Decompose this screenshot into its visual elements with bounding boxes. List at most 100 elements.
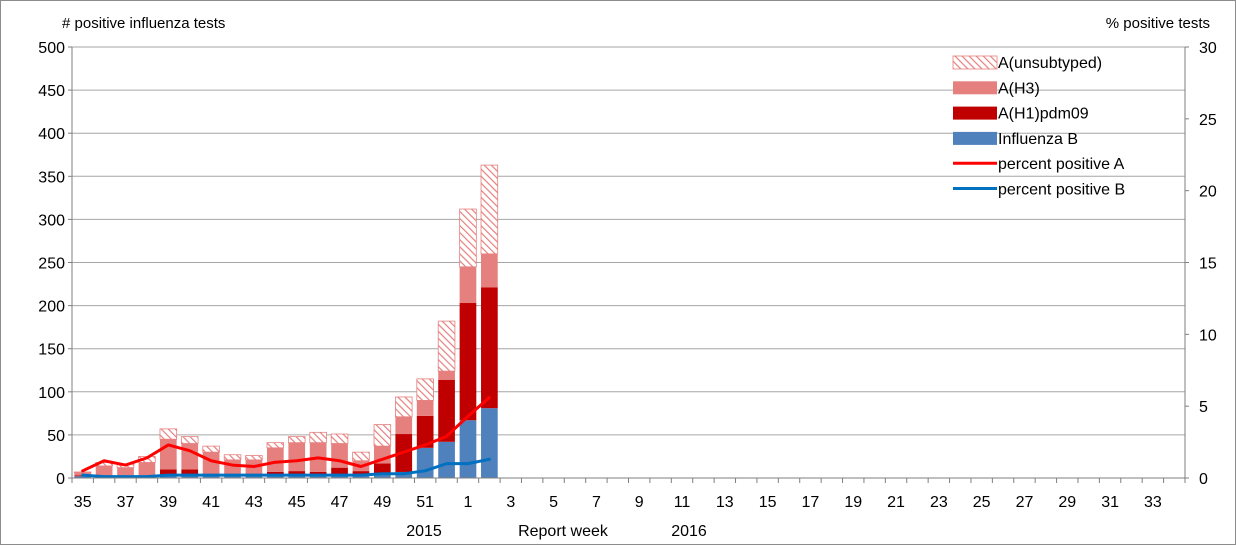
y-right-tick-label: 30 [1199, 40, 1217, 57]
bar-a-unsubtyped [330, 433, 349, 444]
y-left-tick-label: 50 [47, 428, 65, 445]
legend-label: A(H3) [998, 80, 1040, 97]
x-tick-label: 17 [802, 494, 820, 511]
bar-a-unsubtyped [459, 208, 477, 268]
bar-a-unsubtyped [309, 431, 327, 444]
x-tick-label: 5 [549, 494, 558, 511]
bar-influenza-b [288, 475, 306, 478]
bar-a-h1-pdm09 [438, 379, 455, 442]
bar-a-h3 [181, 443, 199, 470]
bar-a-h1-pdm09 [416, 415, 434, 448]
bar-influenza-b [159, 475, 177, 478]
x-tick-label: 51 [416, 494, 434, 511]
x-tick-label: 7 [592, 494, 601, 511]
y-right-tick-label: 10 [1199, 327, 1217, 344]
bar-influenza-b [481, 408, 498, 478]
bar-a-h1-pdm09 [481, 287, 498, 409]
left-axis-title: # positive influenza tests [62, 15, 225, 32]
x-tick-label: 47 [331, 494, 349, 511]
bar-influenza-b [224, 475, 241, 478]
bar-a-unsubtyped [416, 378, 434, 401]
x-axis-title: Report week [518, 523, 609, 540]
bar-a-unsubtyped [437, 320, 456, 372]
y-left-tick-label: 450 [38, 83, 65, 100]
bar-influenza-b [181, 475, 199, 478]
bar-a-unsubtyped [352, 451, 370, 462]
x-tick-label: 19 [844, 494, 862, 511]
bar-a-unsubtyped [373, 424, 392, 447]
bar-a-h1-pdm09 [459, 303, 477, 421]
bar-a-h3 [95, 465, 113, 477]
bar-influenza-b [416, 447, 434, 478]
bar-influenza-b [74, 476, 92, 478]
y-right-tick-label: 15 [1199, 256, 1217, 273]
bar-a-unsubtyped [395, 396, 413, 418]
bar-a-unsubtyped [266, 442, 285, 449]
x-tick-label: 49 [373, 494, 391, 511]
bar-a-h3 [266, 447, 284, 472]
x-tick-label: 41 [202, 494, 220, 511]
x-tick-label: 29 [1058, 494, 1076, 511]
bar-a-h1-pdm09 [374, 463, 391, 474]
x-tick-label: 11 [674, 494, 691, 511]
legend-label: percent positive B [998, 182, 1125, 199]
x-tick-label: 43 [245, 494, 263, 511]
bar-a-unsubtyped [245, 455, 263, 461]
y-left-tick-label: 500 [38, 40, 65, 57]
year-label-2015: 2015 [406, 523, 442, 540]
bar-a-unsubtyped [480, 164, 499, 255]
bar-a-h3 [416, 400, 434, 416]
x-tick-label: 1 [464, 494, 473, 511]
y-left-tick-label: 200 [38, 299, 65, 316]
bar-a-h3 [288, 442, 306, 472]
bar-influenza-b [438, 441, 455, 478]
x-tick-label: 13 [716, 494, 734, 511]
bar-a-unsubtyped [202, 445, 220, 453]
bar-a-h3 [459, 266, 477, 304]
bar-a-h1-pdm09 [331, 467, 348, 476]
year-label-2016: 2016 [671, 523, 707, 540]
y-right-tick-label: 25 [1199, 112, 1217, 129]
x-tick-label: 39 [159, 494, 177, 511]
bar-a-h3 [438, 371, 455, 380]
legend-label: Influenza B [998, 131, 1078, 148]
x-tick-label: 9 [635, 494, 644, 511]
x-tick-label: 45 [288, 494, 306, 511]
x-tick-label: 33 [1144, 494, 1162, 511]
x-tick-label: 21 [887, 494, 905, 511]
y-left-tick-label: 300 [38, 212, 65, 229]
y-right-tick-label: 5 [1199, 399, 1208, 416]
bar-a-h1-pdm09 [159, 469, 177, 476]
line-percent-positive-b [81, 457, 491, 479]
y-left-tick-label: 0 [56, 471, 65, 488]
right-axis-title: % positive tests [1106, 15, 1210, 32]
x-tick-label: 31 [1101, 494, 1119, 511]
x-tick-label: 3 [506, 494, 515, 511]
y-right-tick-label: 0 [1199, 471, 1208, 488]
bar-a-h3 [395, 416, 413, 435]
x-tick-label: 23 [930, 494, 948, 511]
bar-a-h3 [331, 443, 348, 468]
bar-a-h1-pdm09 [181, 469, 199, 476]
x-tick-label: 35 [74, 494, 92, 511]
legend-swatch [953, 81, 997, 95]
y-left-tick-label: 250 [38, 256, 65, 273]
bar-influenza-b [202, 476, 220, 478]
y-left-tick-label: 400 [38, 126, 65, 143]
x-tick-label: 15 [759, 494, 777, 511]
legend: A(unsubtyped) A(H3) A(H1)pdm09 Influenza B p… [952, 55, 1125, 199]
x-tick-label: 25 [973, 494, 991, 511]
bar-a-h3 [117, 467, 134, 476]
x-tick-label: 37 [117, 494, 135, 511]
legend-label: percent positive A [998, 156, 1125, 173]
line-percent-positive-a [81, 396, 491, 473]
legend-label: A(unsubtyped) [998, 55, 1102, 72]
x-tick-label: 27 [1016, 494, 1034, 511]
bar-influenza-b [245, 475, 263, 478]
bar-a-unsubtyped [287, 436, 306, 444]
bar-influenza-b [459, 420, 477, 478]
y-left-tick-label: 350 [38, 169, 65, 186]
y-left-tick-label: 150 [38, 342, 65, 359]
